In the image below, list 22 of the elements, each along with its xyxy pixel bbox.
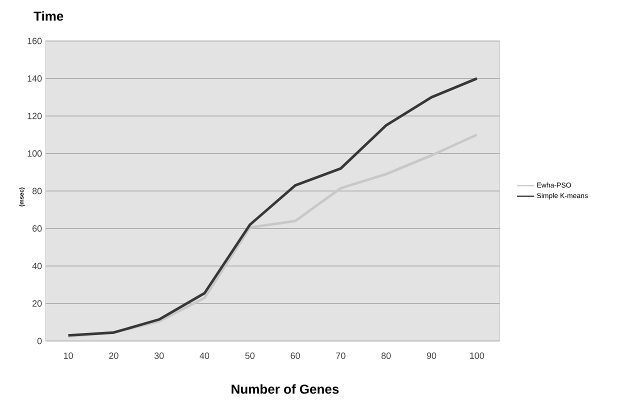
x-tick-label: 10 [64,352,73,359]
y-tick-label: 100 [28,150,42,157]
y-tick-label: 20 [32,300,42,307]
y-tick-label: 140 [28,75,42,82]
y-tick-label: 60 [32,225,42,232]
y-tick-label: 0 [37,338,42,344]
x-tick-label: 80 [381,352,391,359]
x-axis-title: Number of Genes [232,384,339,394]
y-tick-label: 120 [28,112,42,120]
y-tick-label: 40 [32,262,42,270]
x-tick-label: 20 [109,352,118,359]
line-series [67,77,478,337]
y-tick-label: 160 [28,38,42,44]
x-tick-label: 50 [245,352,255,359]
x-tick-label: 60 [290,352,300,359]
x-tick-label: 30 [154,352,164,359]
chart-title: Time [34,11,64,21]
x-tick-label: 40 [200,352,210,359]
x-tick-label: 100 [470,352,484,359]
x-tick-label: 70 [336,352,346,359]
x-tick-label: 90 [426,352,436,359]
y-tick-label: 80 [32,188,42,194]
